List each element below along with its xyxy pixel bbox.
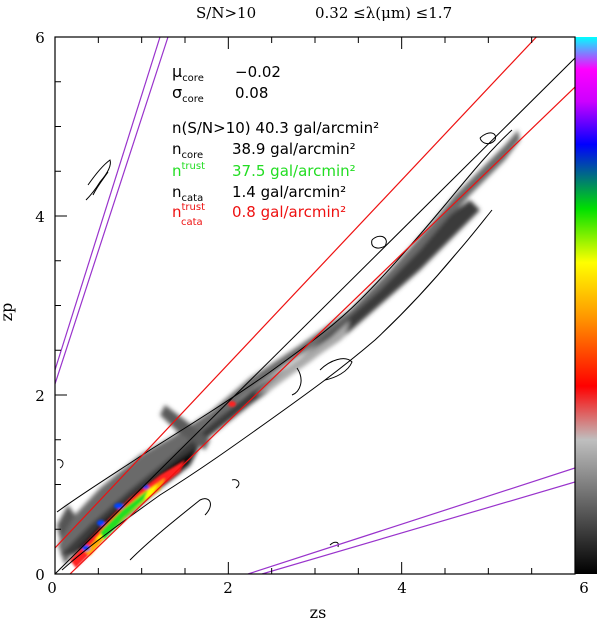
mu-core-value: −0.02 (235, 63, 281, 81)
sigma-core-label: σcore (172, 83, 204, 105)
n-core-value: 38.9 gal/arcmin² (232, 140, 356, 158)
reference-lines (55, 37, 575, 574)
x-tick-label-2: 2 (223, 579, 233, 597)
y-tick-label-4: 4 (35, 208, 45, 226)
colorbar (575, 37, 597, 574)
y-tick-label-0: 0 (35, 566, 45, 584)
x-tick-label-0: 0 (47, 579, 57, 597)
cata-lower-line-1 (247, 467, 575, 574)
n-core-label: ncore (172, 140, 203, 161)
n-trust-cata-sub: cata (181, 217, 203, 228)
sigma-core-value: 0.08 (235, 84, 268, 102)
n-trust-cata-label: ntrust (172, 202, 205, 221)
n-trust-cata-value: 0.8 gal/arcmin² (232, 203, 346, 221)
cata-upper-line-2 (55, 37, 169, 385)
y-tick-label-2: 2 (35, 387, 45, 405)
n-cata-label: ncata (172, 183, 203, 204)
mu-core-label: μcore (172, 62, 204, 84)
n-trust-label: ntrust (172, 161, 205, 180)
n-trust-value: 37.5 gal/arcmin² (232, 162, 356, 180)
axis-ticks (54, 36, 576, 575)
y-axis-label: zp (0, 303, 16, 322)
core-upper-line (55, 37, 538, 549)
chart-title-right: 0.32 ≤λ(μm) ≤1.7 (315, 4, 452, 22)
cata-upper-line-1 (55, 37, 161, 371)
y-tick-label-6: 6 (35, 29, 45, 47)
n-total-label: n(S/N>10) 40.3 gal/arcmin² (172, 119, 379, 137)
identity-line (55, 57, 575, 574)
chart-title-left: S/N>10 (196, 4, 256, 22)
stats-annotations: μcore −0.02 σcore 0.08 n(S/N>10) 40.3 ga… (172, 62, 379, 228)
x-tick-label-4: 4 (397, 579, 407, 597)
x-axis-label: zs (310, 603, 327, 622)
x-tick-label-6: 6 (579, 579, 589, 597)
plot-area (55, 37, 575, 574)
cata-lower-line-2 (261, 481, 575, 574)
density-core (70, 401, 236, 568)
n-cata-value: 1.4 gal/arcmin² (232, 183, 346, 201)
core-lower-line (69, 86, 575, 574)
